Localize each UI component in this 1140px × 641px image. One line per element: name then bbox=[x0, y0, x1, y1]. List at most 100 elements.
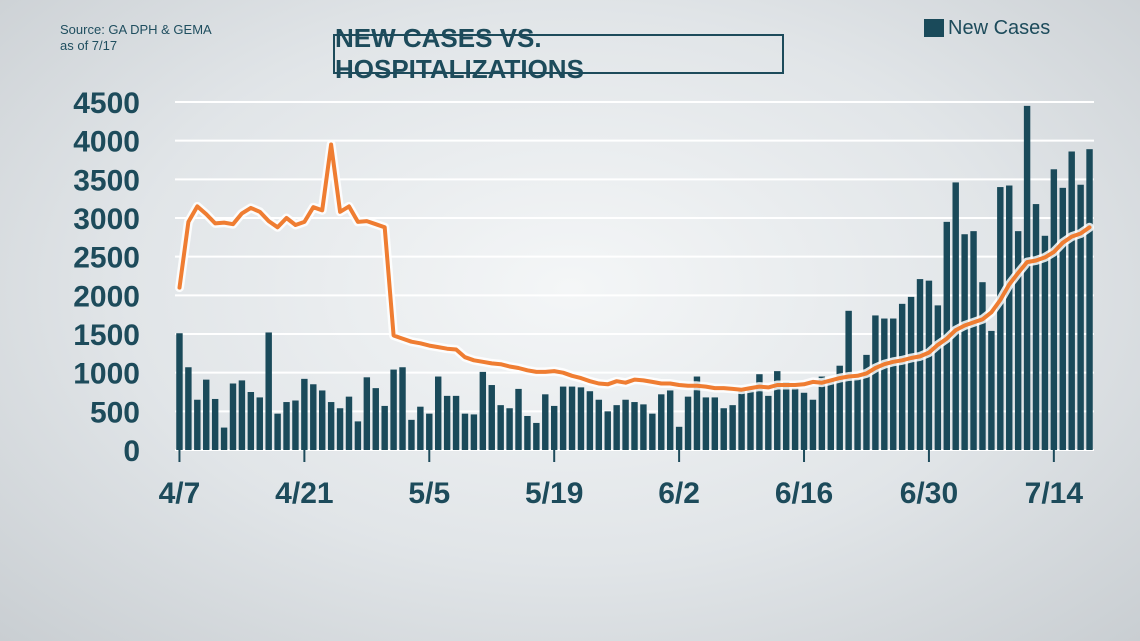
bar bbox=[559, 386, 567, 450]
bar bbox=[970, 231, 977, 450]
bar bbox=[702, 397, 710, 450]
bar bbox=[693, 376, 701, 450]
source-line: Source: GA DPH & GEMA bbox=[60, 22, 212, 37]
bar bbox=[301, 378, 308, 450]
y-axis: 0 500 1000 1500 2000 2500 3000 3500 4000 4500 bbox=[73, 87, 140, 468]
bar bbox=[622, 399, 629, 450]
y-tick-label: 3500 bbox=[73, 164, 140, 197]
bar bbox=[791, 388, 799, 450]
x-tick-label: 6/16 bbox=[775, 477, 833, 510]
bar bbox=[390, 369, 397, 450]
bar bbox=[381, 405, 388, 450]
bar bbox=[747, 390, 754, 450]
y-tick-label: 0 bbox=[123, 435, 140, 468]
bar bbox=[399, 367, 406, 450]
bar bbox=[1086, 149, 1093, 450]
bar bbox=[247, 392, 255, 450]
bar bbox=[782, 381, 790, 450]
bar bbox=[515, 388, 522, 450]
line-series bbox=[175, 140, 1094, 395]
bar bbox=[229, 383, 237, 450]
x-tick-label: 7/14 bbox=[1025, 477, 1084, 510]
y-tick-label: 4500 bbox=[73, 87, 140, 120]
legend: New Cases bbox=[924, 16, 1050, 40]
bar bbox=[354, 421, 362, 450]
bar bbox=[238, 380, 246, 450]
bar bbox=[872, 315, 879, 450]
bar bbox=[256, 397, 263, 450]
bar bbox=[461, 413, 469, 450]
bar bbox=[1014, 231, 1022, 450]
legend-swatch bbox=[924, 19, 944, 37]
bar bbox=[881, 318, 888, 450]
bar bbox=[568, 386, 576, 450]
bar bbox=[720, 408, 727, 450]
bar bbox=[979, 282, 986, 450]
bar bbox=[925, 280, 933, 450]
bar bbox=[988, 330, 995, 450]
bar bbox=[479, 371, 487, 450]
bar bbox=[863, 354, 870, 450]
bar bbox=[649, 413, 656, 450]
as-of-line: as of 7/17 bbox=[60, 38, 118, 53]
bar bbox=[631, 402, 638, 450]
bar bbox=[327, 402, 335, 450]
bar bbox=[292, 400, 299, 450]
bar bbox=[319, 390, 326, 450]
y-tick-label: 500 bbox=[90, 396, 140, 429]
bar bbox=[907, 296, 915, 450]
bar bbox=[372, 388, 379, 450]
bar bbox=[434, 376, 442, 450]
source-note: Source: GA DPH & GEMA as of 7/17 bbox=[60, 22, 212, 54]
bar bbox=[310, 384, 317, 450]
bar bbox=[711, 397, 719, 450]
y-tick-label: 2500 bbox=[73, 242, 140, 275]
x-tick-label: 6/2 bbox=[658, 477, 700, 510]
bar bbox=[577, 387, 585, 450]
bar bbox=[890, 318, 897, 450]
bar bbox=[542, 394, 549, 450]
bar-series bbox=[176, 105, 1093, 451]
bar bbox=[666, 390, 674, 450]
bar bbox=[203, 379, 210, 450]
bar bbox=[497, 405, 504, 450]
bar bbox=[675, 426, 683, 450]
bar bbox=[1077, 184, 1084, 450]
bar bbox=[765, 395, 772, 450]
x-tick-label: 5/19 bbox=[525, 477, 583, 510]
bar bbox=[613, 405, 620, 450]
bar bbox=[1068, 151, 1075, 450]
bar bbox=[827, 378, 835, 450]
x-tick-label: 5/5 bbox=[408, 477, 450, 510]
bar bbox=[961, 234, 968, 450]
bar bbox=[952, 182, 959, 450]
bar bbox=[800, 392, 808, 450]
bar bbox=[363, 377, 371, 450]
bar bbox=[1032, 204, 1040, 450]
bar bbox=[336, 408, 344, 450]
bar bbox=[738, 389, 745, 450]
bar bbox=[809, 399, 817, 450]
bar bbox=[550, 405, 558, 450]
bar bbox=[452, 395, 460, 450]
bar bbox=[176, 333, 183, 450]
bar bbox=[1050, 169, 1058, 450]
bar bbox=[818, 376, 826, 450]
bar bbox=[345, 396, 353, 450]
bar bbox=[506, 408, 513, 450]
bar bbox=[756, 374, 763, 450]
bar bbox=[1041, 235, 1049, 450]
y-tick-label: 3000 bbox=[73, 203, 140, 236]
y-tick-label: 1500 bbox=[73, 319, 140, 352]
x-tick-label: 4/21 bbox=[275, 477, 333, 510]
bar bbox=[408, 419, 415, 450]
bar bbox=[1059, 187, 1066, 450]
bar bbox=[426, 413, 433, 450]
bar bbox=[586, 391, 594, 450]
bar bbox=[997, 187, 1004, 451]
bar bbox=[836, 365, 843, 450]
x-axis: 4/7 4/21 5/5 5/19 6/2 6/16 6/30 7/14 bbox=[159, 450, 1084, 510]
y-tick-label: 4000 bbox=[73, 126, 140, 159]
bar bbox=[443, 395, 451, 450]
